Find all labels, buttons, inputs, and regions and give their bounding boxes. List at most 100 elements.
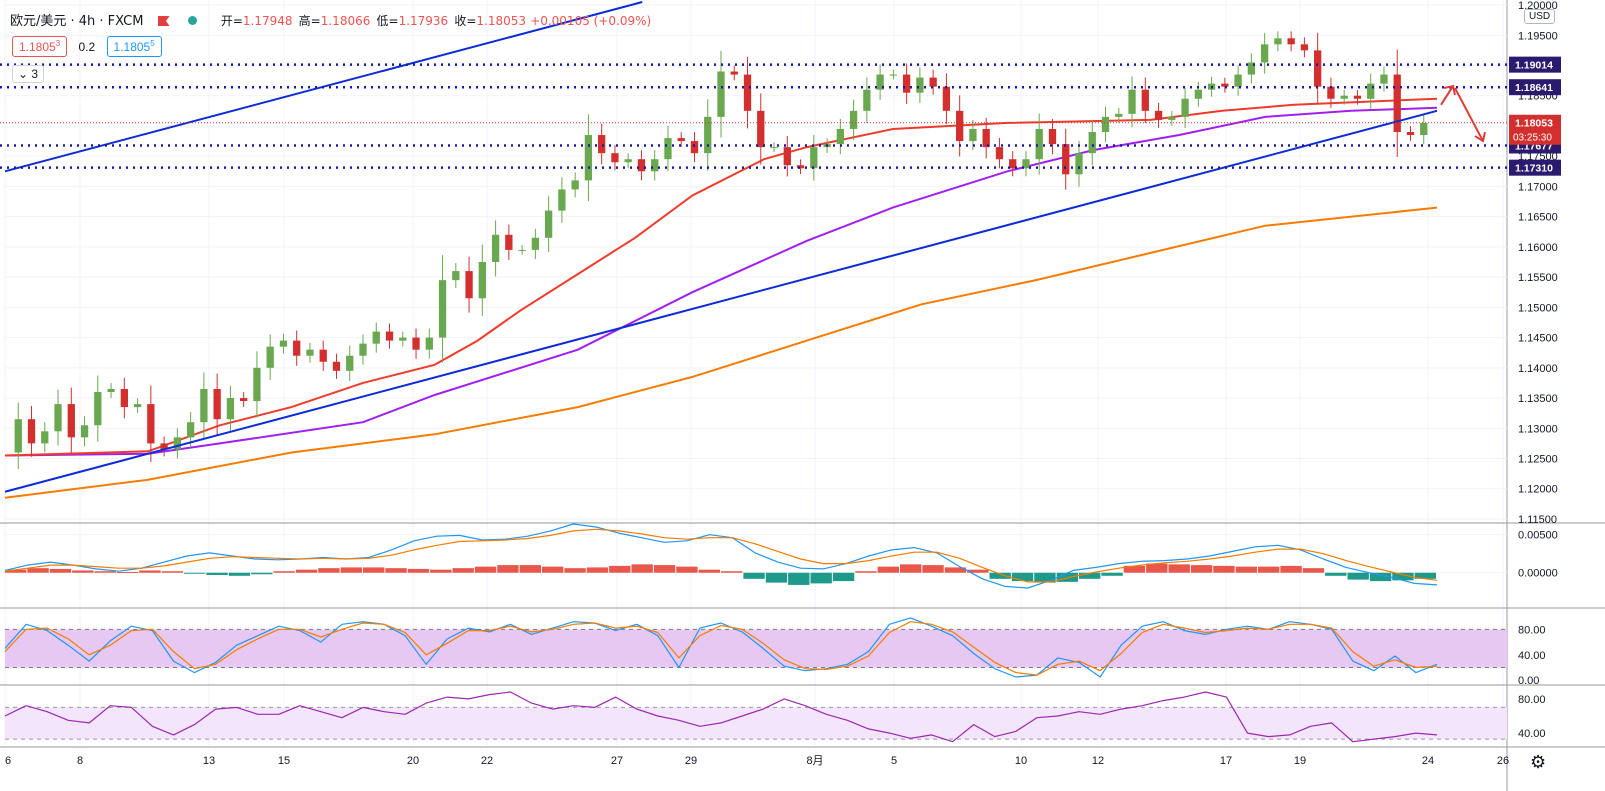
sell-price-pip: 3: [55, 39, 61, 48]
macd-histogram-bar: [609, 565, 631, 573]
arrow-up-head: [1443, 84, 1456, 96]
ma-red-line: [4, 97, 1438, 457]
candle-bullish: [770, 147, 778, 149]
buy-price-pip: 5: [150, 39, 155, 48]
candle-bullish: [107, 388, 115, 392]
time-tick-label: 6: [5, 755, 11, 767]
price-tick-label: 1.11500: [1518, 514, 1557, 526]
flag-icon[interactable]: [157, 16, 170, 26]
candle-bullish: [359, 343, 367, 356]
open-value: 1.17948: [242, 14, 293, 28]
candle-bullish: [969, 128, 977, 142]
macd-histogram-bar: [273, 571, 295, 573]
macd-histogram-bar: [94, 571, 116, 573]
candle-bullish: [438, 280, 447, 338]
candle-bullish: [54, 404, 62, 432]
macd-histogram-bar: [721, 571, 743, 573]
open-label: 开=: [220, 14, 243, 28]
macd-histogram-bar: [228, 572, 251, 576]
market-status-icon: [187, 16, 197, 25]
low-label: 低=: [376, 14, 399, 28]
projection-arrow-up: [1440, 85, 1454, 106]
candle-bullish: [1234, 74, 1242, 87]
macd-histogram-bar: [72, 570, 94, 573]
candle-bearish: [995, 147, 1004, 160]
indicators-toggle[interactable]: ⌄ 3: [12, 65, 45, 83]
candle-bearish: [757, 110, 765, 148]
candle-bullish: [372, 331, 380, 344]
macd-histogram-bar: [474, 566, 497, 573]
macd-histogram-bar: [340, 567, 362, 573]
macd-histogram-bar: [1056, 572, 1078, 582]
candle-bullish: [1274, 38, 1282, 45]
candle-bullish: [425, 337, 433, 350]
candle-bullish: [810, 147, 818, 169]
trendline-2: [4, 109, 1438, 493]
candle-bullish: [1181, 98, 1189, 117]
candle-bearish: [120, 388, 128, 408]
sell-button[interactable]: 1.18053: [12, 36, 68, 57]
time-tick-label: 8月: [806, 755, 823, 767]
candle-bearish: [385, 331, 394, 341]
macd-histogram-bar: [877, 566, 899, 573]
candle-bearish: [677, 138, 685, 142]
candle-bearish: [637, 159, 646, 172]
buy-button[interactable]: 1.18055: [106, 36, 162, 57]
candle-bullish: [1367, 83, 1375, 99]
macd-histogram-bar: [407, 568, 430, 573]
candle-bullish: [1022, 159, 1030, 169]
candle-bullish: [1260, 44, 1269, 63]
arrow-down-head: [1474, 131, 1486, 143]
current-price-tag: [1509, 114, 1561, 145]
price-tick-label: 1.17000: [1518, 181, 1558, 193]
stoch-d-line: [4, 621, 1438, 676]
candle-bearish: [319, 349, 327, 362]
macd-histogram-bar: [1079, 572, 1101, 579]
candle-bullish: [1194, 89, 1202, 99]
macd-histogram-bar: [1280, 565, 1302, 573]
candle-bearish: [982, 128, 990, 148]
bar-countdown-label: 03:25:30: [1513, 133, 1552, 144]
candle-bullish: [1420, 122, 1428, 136]
macd-histogram-bar: [1325, 572, 1347, 576]
candle-bullish: [624, 159, 632, 163]
stoch-band-fill: [5, 629, 1507, 668]
candle-bullish: [266, 346, 274, 368]
macd-histogram-bar: [1190, 565, 1213, 573]
candle-bullish: [133, 404, 142, 408]
price-tick-label: 1.13000: [1518, 423, 1558, 435]
candle-bearish: [1327, 86, 1335, 99]
currency-button[interactable]: USD: [1524, 9, 1556, 24]
price-tick-label: 1.14500: [1518, 333, 1558, 345]
time-tick-label: 12: [1092, 755, 1104, 767]
macd-histogram-bar: [27, 568, 49, 573]
macd-histogram-bar: [206, 572, 228, 576]
macd-histogram-bar: [1034, 572, 1056, 583]
level-price-tag: [1509, 56, 1561, 73]
macd-histogram-bar: [1258, 566, 1280, 573]
candle-bearish: [902, 74, 911, 93]
gear-icon[interactable]: ⚙: [1530, 752, 1547, 772]
price-tick-label: 1.15000: [1518, 302, 1558, 314]
macd-histogram-bar: [430, 569, 452, 573]
sell-price: 1.1805: [19, 40, 56, 54]
spread-value: 0.2: [78, 40, 96, 54]
candle-bullish: [584, 135, 593, 181]
candle-bullish: [518, 249, 526, 251]
projection-arrow-down: [1454, 87, 1484, 142]
macd-histogram-bar: [1235, 566, 1257, 573]
change-value: +0.00105 (+0.09%): [530, 14, 652, 28]
candle-bullish: [80, 425, 89, 438]
candle-bearish: [1353, 95, 1362, 99]
time-tick-label: 5: [891, 755, 897, 767]
candle-bullish: [717, 71, 725, 117]
candle-bullish: [544, 210, 553, 238]
macd-histogram-bar: [944, 567, 967, 573]
candle-bullish: [704, 116, 712, 154]
symbol-title[interactable]: 欧元/美元 · 4h · FXCM: [10, 14, 144, 29]
macd-histogram-bar: [1146, 563, 1168, 573]
macd-tick-label: 0.00000: [1518, 568, 1558, 580]
high-value: 1.18066: [320, 14, 371, 28]
candle-bullish: [279, 340, 288, 347]
